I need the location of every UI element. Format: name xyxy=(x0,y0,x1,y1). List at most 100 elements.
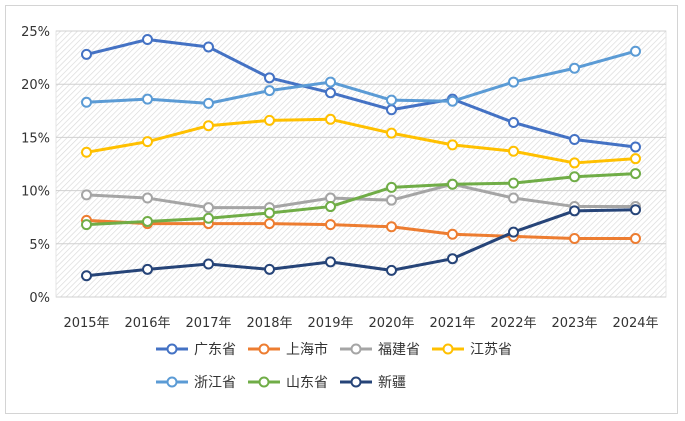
legend-marker xyxy=(350,343,362,355)
data-point xyxy=(386,221,397,233)
y-tick-label: 20% xyxy=(21,78,50,93)
y-tick-label: 0% xyxy=(29,291,50,306)
legend-label: 新疆 xyxy=(378,375,406,391)
data-point xyxy=(264,72,275,84)
series-0 xyxy=(81,34,641,153)
x-axis: 2015年 2016年 2017年 2018年 2019年 2020年 2021年 2022年… xyxy=(63,316,658,331)
data-point xyxy=(447,178,458,190)
data-point xyxy=(386,94,397,106)
data-point xyxy=(630,232,641,244)
data-point xyxy=(447,228,458,240)
x-tick-label: 2022年 xyxy=(490,316,536,331)
x-tick-label: 2017年 xyxy=(185,316,231,331)
data-point xyxy=(386,194,397,206)
legend-label: 上海市 xyxy=(286,341,328,358)
data-point xyxy=(142,93,153,105)
data-point xyxy=(508,226,519,238)
line-chart: 0%5%10%15%20%25% 2015年 2016年 2017年 2018年 201… xyxy=(21,25,667,391)
y-tick-label: 5% xyxy=(29,238,50,253)
series-line xyxy=(86,117,636,165)
x-tick-label: 2020年 xyxy=(368,316,414,331)
data-point xyxy=(569,205,580,217)
legend-marker xyxy=(166,343,178,355)
series-6 xyxy=(81,204,641,282)
data-point xyxy=(630,204,641,216)
data-point xyxy=(447,95,458,107)
legend-item[interactable]: 广东省 xyxy=(156,342,236,358)
legend-label: 广东省 xyxy=(194,342,236,358)
chart-frame: 0% 5% 10% 15% 20% 25% 2015年 2016年 2017年 2018年 201… xyxy=(5,5,678,414)
data-point xyxy=(386,127,397,139)
series-4 xyxy=(81,45,641,109)
legend-label: 福建省 xyxy=(378,342,420,358)
data-point xyxy=(81,270,92,282)
legend-label: 山东省 xyxy=(286,375,328,391)
data-point xyxy=(203,41,214,53)
data-point xyxy=(508,177,519,189)
series-line xyxy=(86,182,636,210)
data-point xyxy=(81,48,92,60)
data-point xyxy=(325,256,336,268)
plot-area xyxy=(55,30,667,298)
legend-label: 江苏省 xyxy=(470,342,512,358)
data-point xyxy=(203,212,214,224)
data-point xyxy=(203,258,214,270)
legend-item[interactable]: 江苏省 xyxy=(432,342,512,358)
data-point xyxy=(569,171,580,183)
data-point xyxy=(569,232,580,244)
data-point xyxy=(569,62,580,74)
y-tick-label: 15% xyxy=(21,131,50,146)
data-point xyxy=(264,85,275,97)
data-point xyxy=(325,201,336,213)
x-tick-label: 2016年 xyxy=(124,316,170,331)
data-point xyxy=(264,263,275,275)
legend-item[interactable]: 福建省 xyxy=(340,342,420,358)
series-line xyxy=(86,218,636,240)
data-point xyxy=(508,117,519,129)
legend-label: 浙江省 xyxy=(194,375,236,391)
data-point xyxy=(386,181,397,193)
data-point xyxy=(630,168,641,180)
data-point xyxy=(325,113,336,125)
data-point xyxy=(569,134,580,146)
y-axis: 0% 5% 10% 15% 20% 25% xyxy=(21,25,50,306)
x-tick-label: 2024年 xyxy=(612,316,658,331)
series-group xyxy=(81,34,641,282)
data-point xyxy=(386,264,397,276)
data-point xyxy=(508,76,519,88)
data-point xyxy=(508,145,519,157)
legend-item[interactable]: 山东省 xyxy=(248,375,328,391)
data-point xyxy=(264,218,275,230)
data-point xyxy=(447,253,458,265)
data-point xyxy=(325,219,336,231)
series-line xyxy=(86,208,636,278)
data-point xyxy=(142,34,153,46)
x-tick-label: 2023年 xyxy=(551,316,597,331)
data-point xyxy=(630,153,641,165)
data-point xyxy=(447,139,458,151)
y-tick-label: 25% xyxy=(21,25,50,40)
data-point xyxy=(264,207,275,219)
data-point xyxy=(142,263,153,275)
legend-marker xyxy=(258,343,270,355)
data-point xyxy=(325,87,336,99)
data-point xyxy=(630,141,641,153)
legend-marker xyxy=(258,376,270,388)
data-point xyxy=(142,192,153,204)
data-point xyxy=(203,202,214,214)
legend-marker xyxy=(442,343,454,355)
gridlines xyxy=(56,30,666,298)
x-tick-label: 2015年 xyxy=(63,316,109,331)
y-tick-label: 10% xyxy=(21,185,50,200)
x-tick-label: 2021年 xyxy=(429,316,475,331)
series-line xyxy=(86,49,636,105)
series-line xyxy=(86,172,636,227)
data-point xyxy=(142,136,153,148)
data-point xyxy=(630,45,641,57)
legend-item[interactable]: 新疆 xyxy=(340,375,406,391)
series-5 xyxy=(81,168,641,231)
legend-item[interactable]: 浙江省 xyxy=(156,375,236,391)
legend-item[interactable]: 上海市 xyxy=(248,341,328,358)
data-point xyxy=(81,219,92,231)
